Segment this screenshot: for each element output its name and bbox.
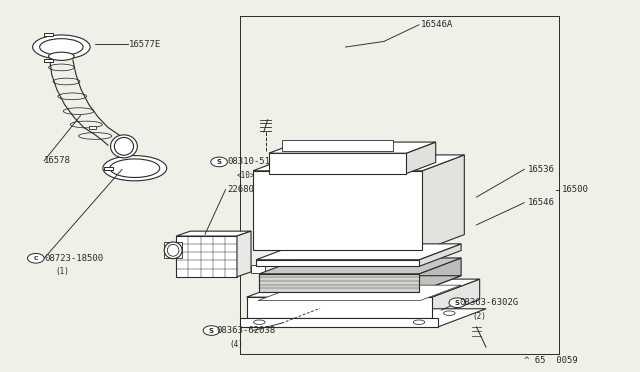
Ellipse shape: [111, 135, 138, 158]
Text: (4): (4): [229, 340, 243, 349]
Polygon shape: [419, 244, 461, 266]
Polygon shape: [240, 309, 486, 327]
Polygon shape: [251, 265, 265, 273]
Text: S: S: [455, 300, 460, 306]
Polygon shape: [259, 258, 461, 274]
Text: (2): (2): [472, 312, 486, 321]
Text: 16578: 16578: [44, 156, 71, 165]
Circle shape: [28, 253, 44, 263]
Polygon shape: [419, 258, 461, 292]
Polygon shape: [406, 142, 436, 174]
Ellipse shape: [110, 159, 160, 177]
Polygon shape: [256, 244, 461, 260]
Polygon shape: [432, 279, 479, 318]
Ellipse shape: [33, 35, 90, 59]
Polygon shape: [44, 59, 53, 62]
Ellipse shape: [253, 320, 265, 324]
Ellipse shape: [115, 137, 134, 155]
Polygon shape: [246, 279, 479, 297]
Circle shape: [211, 157, 227, 167]
Polygon shape: [176, 231, 251, 236]
Ellipse shape: [164, 242, 182, 259]
Text: 16536: 16536: [527, 165, 554, 174]
Text: 16546A: 16546A: [421, 20, 453, 29]
Text: (1): (1): [55, 267, 69, 276]
Ellipse shape: [103, 155, 167, 181]
Text: ^ 65  0059: ^ 65 0059: [524, 356, 578, 365]
Ellipse shape: [49, 52, 74, 60]
Text: 08363-6302G: 08363-6302G: [460, 298, 518, 307]
Polygon shape: [422, 155, 465, 250]
Text: <10>: <10>: [237, 171, 255, 180]
Text: C: C: [33, 256, 38, 261]
Ellipse shape: [444, 311, 455, 315]
Polygon shape: [164, 242, 182, 259]
Circle shape: [449, 298, 466, 308]
Ellipse shape: [413, 320, 425, 324]
Polygon shape: [259, 274, 419, 292]
Polygon shape: [282, 140, 394, 151]
Text: 22680: 22680: [227, 185, 254, 194]
Polygon shape: [104, 167, 113, 170]
Polygon shape: [240, 318, 438, 327]
Text: 08723-18500: 08723-18500: [44, 254, 103, 263]
Polygon shape: [256, 260, 419, 266]
Text: 16500: 16500: [561, 185, 588, 194]
Text: 16577E: 16577E: [129, 40, 161, 49]
Polygon shape: [258, 285, 461, 301]
Polygon shape: [176, 236, 237, 277]
Polygon shape: [269, 142, 436, 153]
Polygon shape: [259, 276, 461, 292]
Polygon shape: [89, 126, 97, 129]
Polygon shape: [253, 171, 422, 250]
Text: 08363-62038: 08363-62038: [216, 326, 276, 335]
Text: 16546: 16546: [527, 198, 554, 207]
Polygon shape: [253, 155, 465, 171]
Ellipse shape: [168, 244, 179, 256]
Polygon shape: [44, 33, 53, 36]
Text: S: S: [209, 327, 214, 334]
Polygon shape: [246, 297, 432, 318]
Text: S: S: [216, 159, 221, 165]
Text: 08310-51614: 08310-51614: [227, 157, 287, 166]
Polygon shape: [237, 231, 251, 277]
Ellipse shape: [40, 39, 83, 55]
Polygon shape: [269, 153, 406, 174]
Circle shape: [203, 326, 220, 335]
